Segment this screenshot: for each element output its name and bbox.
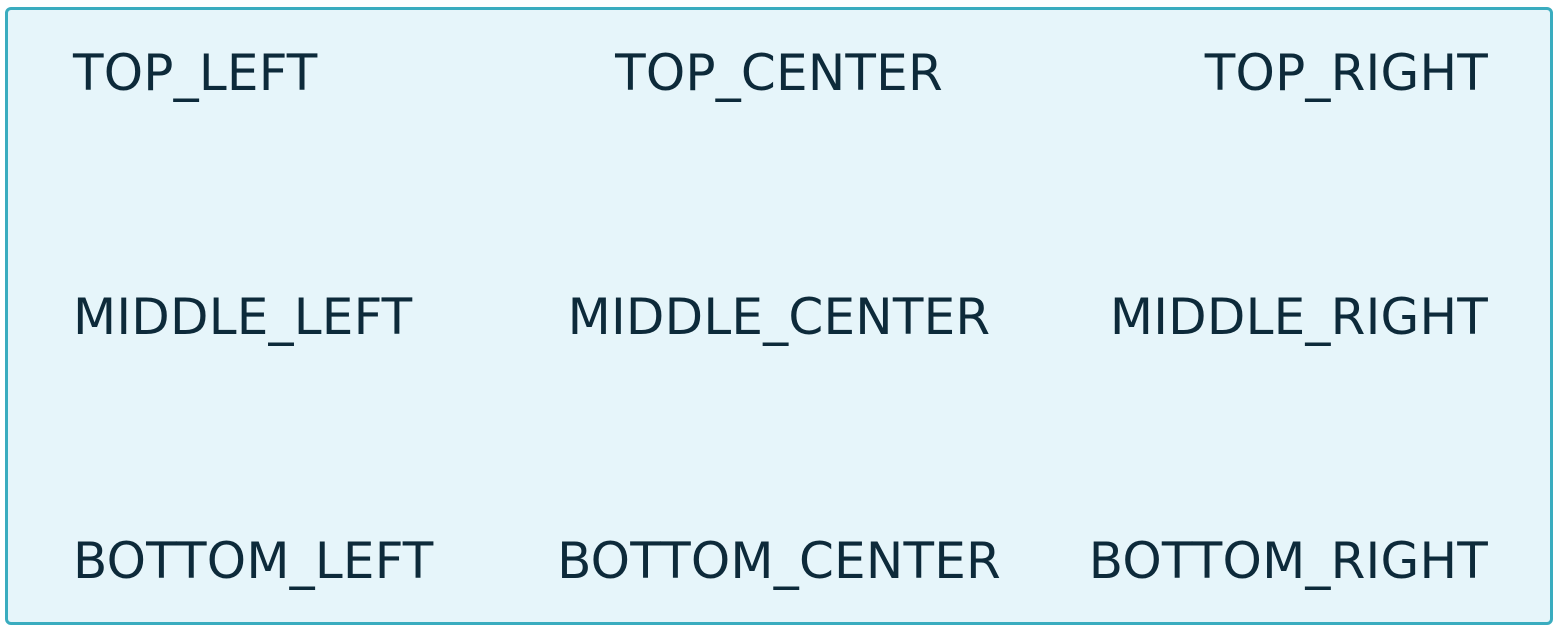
label-middle-left: MIDDLE_LEFT (73, 288, 413, 346)
alignment-panel: TOP_LEFT TOP_CENTER TOP_RIGHT MIDDLE_LEF… (5, 7, 1553, 625)
label-middle-right: MIDDLE_RIGHT (1109, 288, 1488, 346)
label-middle-center: MIDDLE_CENTER (567, 288, 991, 346)
label-top-center: TOP_CENTER (615, 44, 943, 102)
label-bottom-right: BOTTOM_RIGHT (1088, 532, 1488, 590)
label-top-left: TOP_LEFT (73, 44, 318, 102)
label-bottom-center: BOTTOM_CENTER (557, 532, 1001, 590)
label-bottom-left: BOTTOM_LEFT (73, 532, 434, 590)
label-top-right: TOP_RIGHT (1204, 44, 1488, 102)
